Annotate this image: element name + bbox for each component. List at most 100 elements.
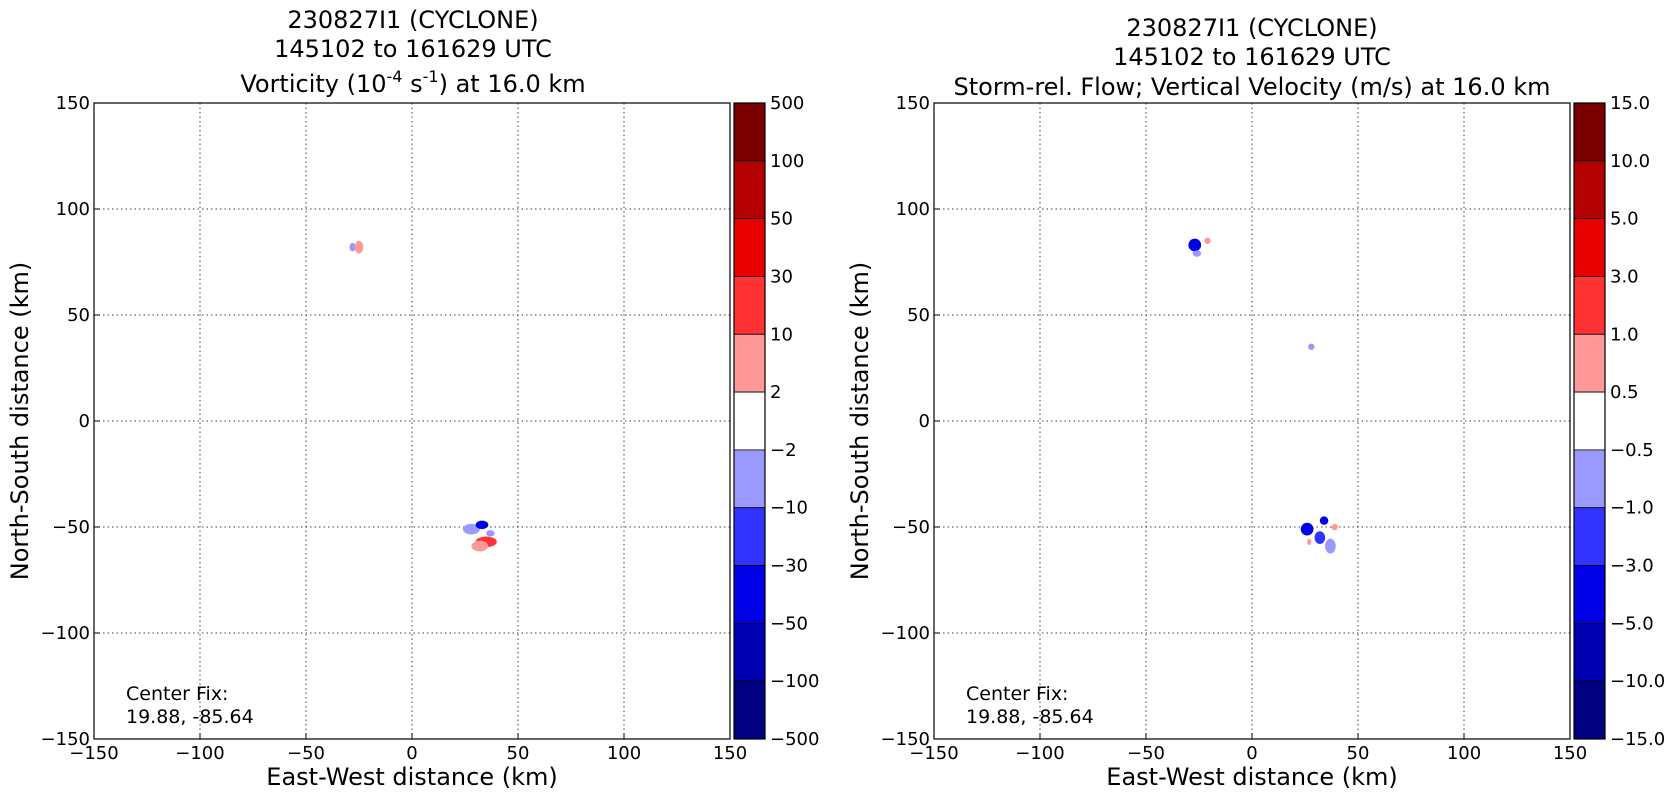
colorbar-tick-label: −30 [770,556,808,577]
contour-blob [1331,523,1338,531]
colorbar-tick-label: 1.0 [1610,324,1639,345]
center-fix-label: Center Fix: [126,683,228,705]
contour-blob [486,530,495,537]
colorbar-swatch [1573,160,1606,220]
colorbar-tick-label: −100 [770,671,819,692]
x-tick-label: −150 [909,743,958,764]
x-tick-label: −150 [69,743,118,764]
contour-blob [1308,343,1315,350]
x-tick-label: 100 [1447,743,1481,764]
title-line-2: 145102 to 161629 UTC [274,35,552,63]
y-tick-label: −50 [52,517,90,538]
colorbar-swatch [1573,333,1606,393]
y-tick-label: 150 [56,93,90,114]
panel-title: 230827I1 (CYCLONE) 145102 to 161629 UTC … [954,14,1551,101]
y-tick-label: 0 [919,411,930,432]
colorbar-swatch [1573,622,1606,682]
contour-blob [1319,516,1329,525]
contour-blob [349,242,356,252]
y-tick-label: 150 [896,93,930,114]
colorbar-swatch [733,391,766,451]
colorbar-tick-label: −500 [770,729,819,750]
colorbar-swatch [1573,102,1606,162]
colorbar-tick-label: −10.0 [1610,671,1665,692]
colorbar-tick-label: −3.0 [1610,556,1654,577]
panel-title: 230827I1 (CYCLONE) 145102 to 161629 UTC … [240,6,585,98]
x-axis-label: East-West distance (km) [266,763,557,791]
y-tick-label: −150 [41,729,90,750]
title-line-3: Storm-rel. Flow; Vertical Velocity (m/s)… [954,73,1551,101]
panel-vorticity: 230827I1 (CYCLONE) 145102 to 161629 UTC … [6,6,819,791]
colorbar-tick-label: 10.0 [1610,151,1650,172]
center-fix-label: Center Fix: [966,683,1068,705]
x-tick-labels: −150 −100 −50 0 50 100 150 [69,733,747,764]
colorbar-swatch [733,680,766,740]
contour-blob [1314,531,1326,544]
colorbar: 15.0 10.0 5.0 3.0 1.0 0.5 −0.5 −1.0 −3.0 −5.0 −10.… [1573,93,1665,750]
colorbar-swatch [1573,391,1606,451]
colorbar-swatch [1573,218,1606,277]
colorbar-swatch [1573,680,1606,740]
contour-blob [354,240,364,254]
colorbar-tick-label: −10 [770,498,808,519]
grid-lines [934,103,1570,739]
contour-blob [1325,538,1336,554]
colorbar-swatch [1573,507,1606,566]
y-tick-label: 0 [79,411,90,432]
colorbar-swatch [733,276,766,335]
title-line-2: 145102 to 161629 UTC [1113,43,1391,71]
colorbar-tick-label: 10 [770,324,793,345]
colorbar-swatch [733,507,766,566]
x-tick-label: 50 [1347,743,1370,764]
x-tick-label: 50 [507,743,530,764]
y-tick-label: −100 [881,623,930,644]
contour-blob [475,520,489,530]
colorbar-swatch [1573,565,1606,624]
colorbar-tick-label: 15.0 [1610,93,1650,114]
y-axis-label: North-South distance (km) [6,262,34,581]
contour-blob [1307,538,1312,546]
colorbar-tick-label: −1.0 [1610,498,1654,519]
colorbar-swatch [733,333,766,393]
center-fix-value: 19.88, -85.64 [966,706,1094,728]
y-axis-label: North-South distance (km) [846,262,874,581]
data-contours [1188,237,1338,554]
colorbar-swatch [733,102,766,162]
colorbar-frame [1573,102,1606,740]
colorbar-tick-label: 3.0 [1610,266,1639,287]
data-contours [349,240,497,552]
colorbar-tick-label: −0.5 [1610,440,1654,461]
panel-vertical-velocity: 230827I1 (CYCLONE) 145102 to 161629 UTC … [846,14,1665,791]
title-line-1: 230827I1 (CYCLONE) [287,6,538,34]
x-tick-label: −100 [1015,743,1064,764]
y-tick-label: 100 [896,199,930,220]
grid-lines [94,103,730,739]
y-tick-label: 50 [67,305,90,326]
colorbar-frame [733,102,766,740]
colorbar-tick-label: −50 [770,613,808,634]
colorbar-swatch [733,565,766,624]
colorbar-tick-label: 30 [770,266,793,287]
colorbar-swatch [733,160,766,220]
x-tick-labels: −150 −100 −50 0 50 100 150 [909,733,1587,764]
x-tick-label: −50 [1127,743,1165,764]
x-tick-label: −50 [287,743,325,764]
center-fix-value: 19.88, -85.64 [126,706,254,728]
contour-blob [1300,522,1314,536]
y-tick-label: 50 [907,305,930,326]
x-axis-label: East-West distance (km) [1106,763,1397,791]
colorbar-swatch [1573,449,1606,509]
colorbar-tick-label: −15.0 [1610,729,1665,750]
colorbar-tick-label: 100 [770,151,804,172]
x-tick-label: 150 [713,743,747,764]
y-tick-labels: −150 −100 −50 0 50 100 150 [881,93,940,750]
colorbar-tick-label: 5.0 [1610,209,1639,230]
colorbar-swatch [733,218,766,277]
contour-blob [471,540,489,552]
x-tick-label: 150 [1553,743,1587,764]
y-tick-label: −50 [892,517,930,538]
y-tick-label: 100 [56,199,90,220]
colorbar-tick-label: −5.0 [1610,613,1654,634]
colorbar-tick-label: −2 [770,440,797,461]
contour-blob [1204,237,1211,244]
